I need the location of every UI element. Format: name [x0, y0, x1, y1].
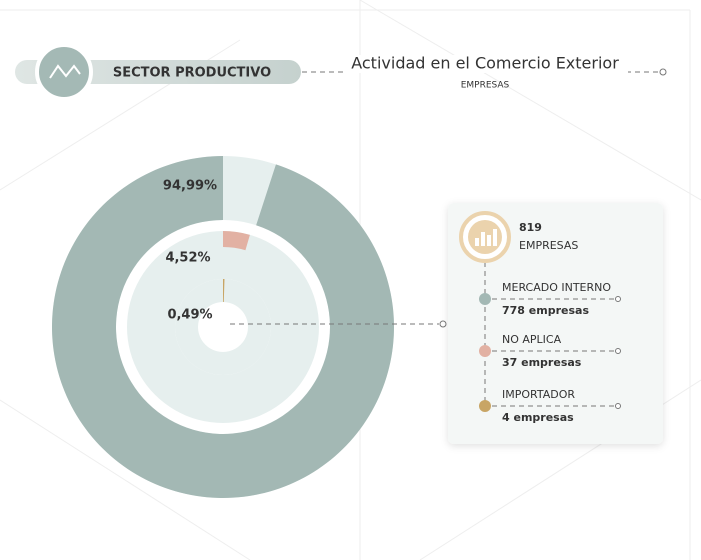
value-label: 4,52%: [165, 251, 210, 266]
value-label: 94,99%: [163, 179, 217, 194]
subtitle: EMPRESAS: [461, 81, 510, 91]
item-count: 4 empresas: [502, 411, 574, 424]
ring-segment: [223, 231, 250, 251]
item-dot: [479, 400, 491, 412]
ring-segment: [223, 279, 225, 303]
connector-dot: [439, 320, 447, 328]
item-count: 37 empresas: [502, 356, 582, 369]
title-bg: [343, 55, 628, 73]
header-dot: [659, 68, 667, 76]
item-dot: [479, 345, 491, 357]
item-dot: [479, 293, 491, 305]
card-items: MERCADO INTERNO 778 empresas NO APLICA 37 e…: [479, 281, 621, 424]
item-end: [615, 296, 621, 302]
ring-segment: [51, 156, 395, 498]
card: [448, 203, 663, 444]
card-total: 819: [519, 221, 542, 234]
icon-line: [49, 64, 81, 79]
item-name: NO APLICA: [502, 333, 562, 346]
item-count: 778 empresas: [502, 304, 589, 317]
ring-track: [126, 231, 319, 423]
card-icon-bars: [475, 229, 497, 246]
section-title: SECTOR PRODUCTIVO: [113, 66, 271, 81]
title: Actividad en el Comercio Exterior: [351, 54, 619, 73]
item-name: MERCADO INTERNO: [502, 281, 611, 294]
ring-track: [174, 279, 271, 375]
item-end: [615, 348, 621, 354]
item-end: [615, 403, 621, 409]
rings: 94,99% 4,52% 0,49%: [51, 156, 395, 498]
value-label: 0,49%: [167, 308, 212, 323]
item-name: IMPORTADOR: [502, 388, 575, 401]
card-total-label: EMPRESAS: [519, 239, 578, 252]
